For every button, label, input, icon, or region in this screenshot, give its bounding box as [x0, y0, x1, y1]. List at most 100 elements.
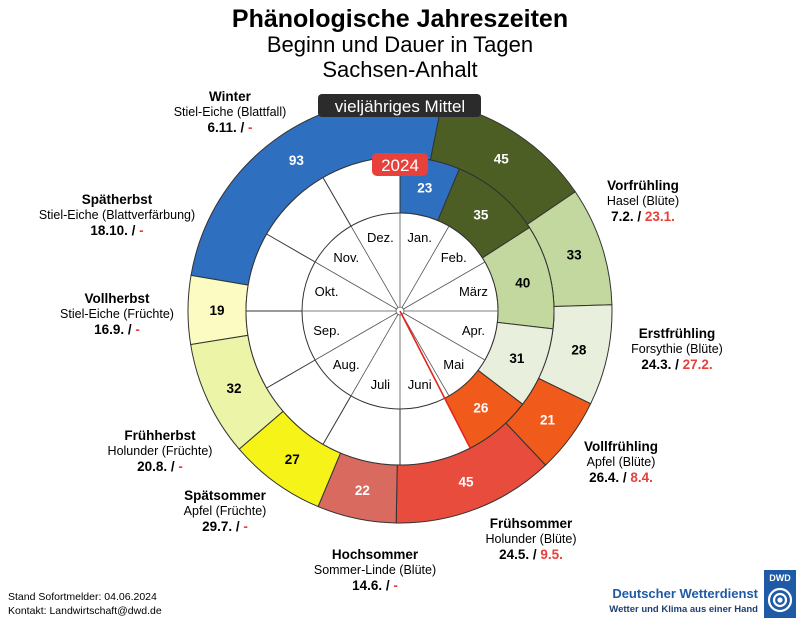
phase-dates: 6.11. / - [207, 120, 252, 135]
phase-name: Erstfrühling [639, 326, 716, 341]
dwd-logo: Deutscher Wetterdienst Wetter und Klima … [609, 570, 796, 618]
phase-name: Spätherbst [82, 192, 153, 207]
phase-plant: Holunder (Früchte) [108, 444, 213, 458]
phase-dates: 16.9. / - [94, 322, 140, 337]
month-label-sep-: Sep. [313, 323, 340, 338]
outer-value-vorfruehling: 45 [494, 152, 510, 167]
month-divider [403, 312, 486, 361]
phase-name: Vorfrühling [607, 178, 679, 193]
month-label-maerz: März [459, 284, 488, 299]
chart-title: Phänologische Jahreszeiten [232, 5, 568, 33]
phase-plant: Forsythie (Blüte) [631, 342, 723, 356]
phase-mean-start: 26.4. / [589, 470, 630, 485]
month-label-nov-: Nov. [333, 250, 359, 265]
phase-name: Spätsommer [184, 488, 267, 503]
phase-current-start: - [135, 322, 140, 337]
month-ring: Jan. Feb. März Apr. Mai Juni Juli Aug. Sep. Okt. N… [301, 212, 499, 449]
phase-dates: 26.4. / 8.4. [589, 470, 653, 485]
chart-subtitle: Beginn und Dauer in Tagen [267, 32, 533, 57]
logo-swirl-icon [767, 587, 793, 613]
current-date-pointer [399, 310, 471, 449]
inner-value-fruehsommer: 26 [473, 401, 489, 416]
phase-mean-start: 29.7. / [202, 519, 243, 534]
logo-tagline: Wetter und Klima aus einer Hand [609, 604, 758, 615]
inner-value-vorfruehling: 35 [473, 207, 489, 222]
phase-name: Vollherbst [84, 291, 150, 306]
month-divider [401, 314, 450, 397]
month-divider [314, 312, 397, 361]
month-divider [401, 225, 450, 308]
outer-value-vollherbst: 32 [226, 381, 241, 396]
month-divider [314, 261, 397, 310]
inner-value-vollfruehling: 31 [509, 351, 525, 366]
phase-plant: Hasel (Blüte) [607, 194, 679, 208]
phase-dates: 18.10. / - [90, 223, 143, 238]
outer-value-spaetherbst: 19 [209, 303, 224, 318]
phase-dates: 20.8. / - [137, 459, 183, 474]
phase-dates: 24.5. / 9.5. [499, 547, 563, 562]
phase-mean-start: 20.8. / [137, 459, 178, 474]
footer-status: Stand Sofortmelder: 04.06.2024 [8, 591, 157, 603]
phase-current-start: - [178, 459, 183, 474]
inner-ring-divider [266, 359, 316, 389]
month-label-jan-: Jan. [407, 230, 432, 245]
outer-value-fruehherbst: 27 [285, 452, 300, 467]
phase-plant: Holunder (Blüte) [485, 532, 576, 546]
outer-ring-tag-text: vieljähriges Mittel [335, 97, 465, 116]
outer-value-erstfruehling: 33 [567, 248, 583, 263]
inner-ring-tag: 2024 [372, 153, 428, 176]
month-divider [350, 314, 399, 397]
phase-current-start: 9.5. [540, 547, 563, 562]
logo-name: Deutscher Wetterdienst [612, 586, 758, 601]
outer-value-spaetsommer: 22 [355, 483, 370, 498]
phase-plant: Stiel-Eiche (Blattverfärbung) [39, 208, 195, 222]
phase-plant: Stiel-Eiche (Früchte) [60, 307, 174, 321]
phase-current-start: - [393, 578, 398, 593]
phase-current-start: 23.1. [645, 209, 675, 224]
phase-name: Vollfrühling [584, 439, 658, 454]
chart-region: Sachsen-Anhalt [322, 57, 477, 82]
inner-value-erstfruehling: 40 [515, 276, 530, 291]
outer-value-hochsommer: 45 [459, 475, 475, 490]
outer-value-vollfruehling: 28 [571, 342, 587, 357]
phase-mean-start: 7.2. / [611, 209, 645, 224]
phase-name: Frühsommer [490, 516, 573, 531]
phase-name: Winter [209, 89, 252, 104]
phase-current-start: - [243, 519, 248, 534]
phase-current-start: - [139, 223, 144, 238]
phase-mean-start: 14.6. / [352, 578, 393, 593]
phase-name: Frühherbst [124, 428, 196, 443]
outer-value-winter: 93 [289, 153, 305, 168]
logo-badge-text: DWD [769, 573, 791, 583]
phase-plant: Sommer-Linde (Blüte) [314, 563, 436, 577]
phase-dates: 24.3. / 27.2. [641, 357, 712, 372]
phase-mean-start: 6.11. / [207, 120, 248, 135]
phase-dates: 29.7. / - [202, 519, 248, 534]
outer-value-fruehsommer: 21 [540, 412, 556, 427]
phase-mean-start: 24.3. / [641, 357, 682, 372]
inner-ring-divider [266, 233, 316, 263]
phase-dates: 14.6. / - [352, 578, 398, 593]
phase-mean-start: 24.5. / [499, 547, 540, 562]
phase-current-start: - [248, 120, 253, 135]
phase-mean-start: 16.9. / [94, 322, 135, 337]
month-label-juni: Juni [408, 377, 432, 392]
phase-current-start: 27.2. [683, 357, 713, 372]
inner-ring-divider [322, 395, 352, 445]
phase-plant: Stiel-Eiche (Blattfall) [174, 105, 287, 119]
month-divider [350, 225, 399, 308]
segment-labels: 93 45 33 28 21 45 22 27 32 19 23 35 40 31 26 [209, 152, 586, 499]
phase-plant: Apfel (Blüte) [587, 455, 656, 469]
outer-ring-tag: vieljähriges Mittel [318, 94, 481, 117]
phase-current-start: 8.4. [630, 470, 653, 485]
